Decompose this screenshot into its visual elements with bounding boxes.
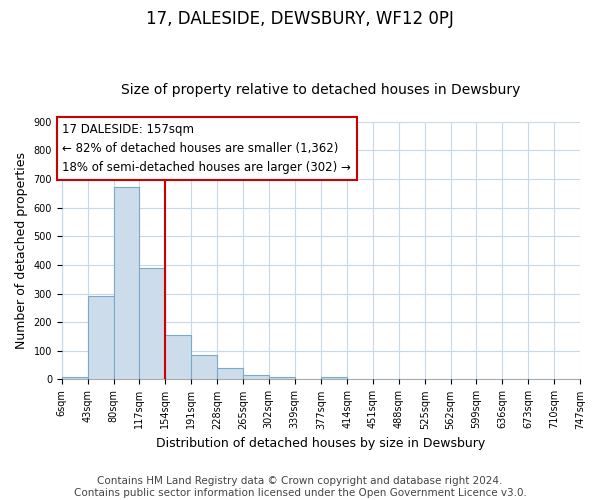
Y-axis label: Number of detached properties: Number of detached properties: [15, 152, 28, 349]
Bar: [321, 376, 347, 380]
X-axis label: Distribution of detached houses by size in Dewsbury: Distribution of detached houses by size …: [156, 437, 485, 450]
Bar: [88, 296, 113, 380]
Bar: [62, 377, 88, 380]
Text: 17, DALESIDE, DEWSBURY, WF12 0PJ: 17, DALESIDE, DEWSBURY, WF12 0PJ: [146, 10, 454, 28]
Bar: [191, 355, 217, 380]
Bar: [139, 268, 165, 380]
Bar: [113, 188, 139, 380]
Bar: [217, 368, 243, 380]
Text: 17 DALESIDE: 157sqm
← 82% of detached houses are smaller (1,362)
18% of semi-det: 17 DALESIDE: 157sqm ← 82% of detached ho…: [62, 123, 352, 174]
Bar: [165, 335, 191, 380]
Title: Size of property relative to detached houses in Dewsbury: Size of property relative to detached ho…: [121, 83, 521, 97]
Bar: [269, 376, 295, 380]
Bar: [243, 375, 269, 380]
Text: Contains HM Land Registry data © Crown copyright and database right 2024.
Contai: Contains HM Land Registry data © Crown c…: [74, 476, 526, 498]
